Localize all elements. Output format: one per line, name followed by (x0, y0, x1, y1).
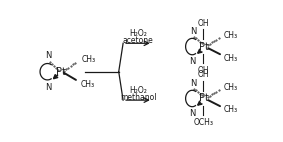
Text: methanol: methanol (120, 93, 156, 102)
Text: CH₃: CH₃ (80, 80, 95, 89)
Text: Pt: Pt (56, 67, 66, 77)
Text: Pt: Pt (199, 93, 209, 104)
Text: H₂O₂: H₂O₂ (129, 86, 147, 95)
Text: N: N (189, 109, 195, 118)
Text: CH₃: CH₃ (224, 83, 238, 91)
Text: Pt: Pt (199, 42, 209, 52)
Text: OCH₃: OCH₃ (193, 118, 213, 127)
Text: CH₃: CH₃ (224, 54, 238, 62)
Text: OH: OH (197, 70, 209, 80)
Text: N: N (45, 83, 52, 92)
Text: acetone: acetone (123, 36, 153, 45)
Text: CH₃: CH₃ (82, 55, 96, 64)
Text: N: N (190, 79, 196, 88)
Text: N: N (190, 27, 196, 36)
Text: OH: OH (197, 66, 209, 75)
Text: OH: OH (197, 19, 209, 28)
Text: CH₃: CH₃ (224, 31, 238, 40)
Text: CH₃: CH₃ (224, 106, 238, 114)
Text: N: N (189, 57, 195, 66)
Text: H₂O₂: H₂O₂ (129, 30, 147, 38)
Text: N: N (45, 51, 52, 60)
